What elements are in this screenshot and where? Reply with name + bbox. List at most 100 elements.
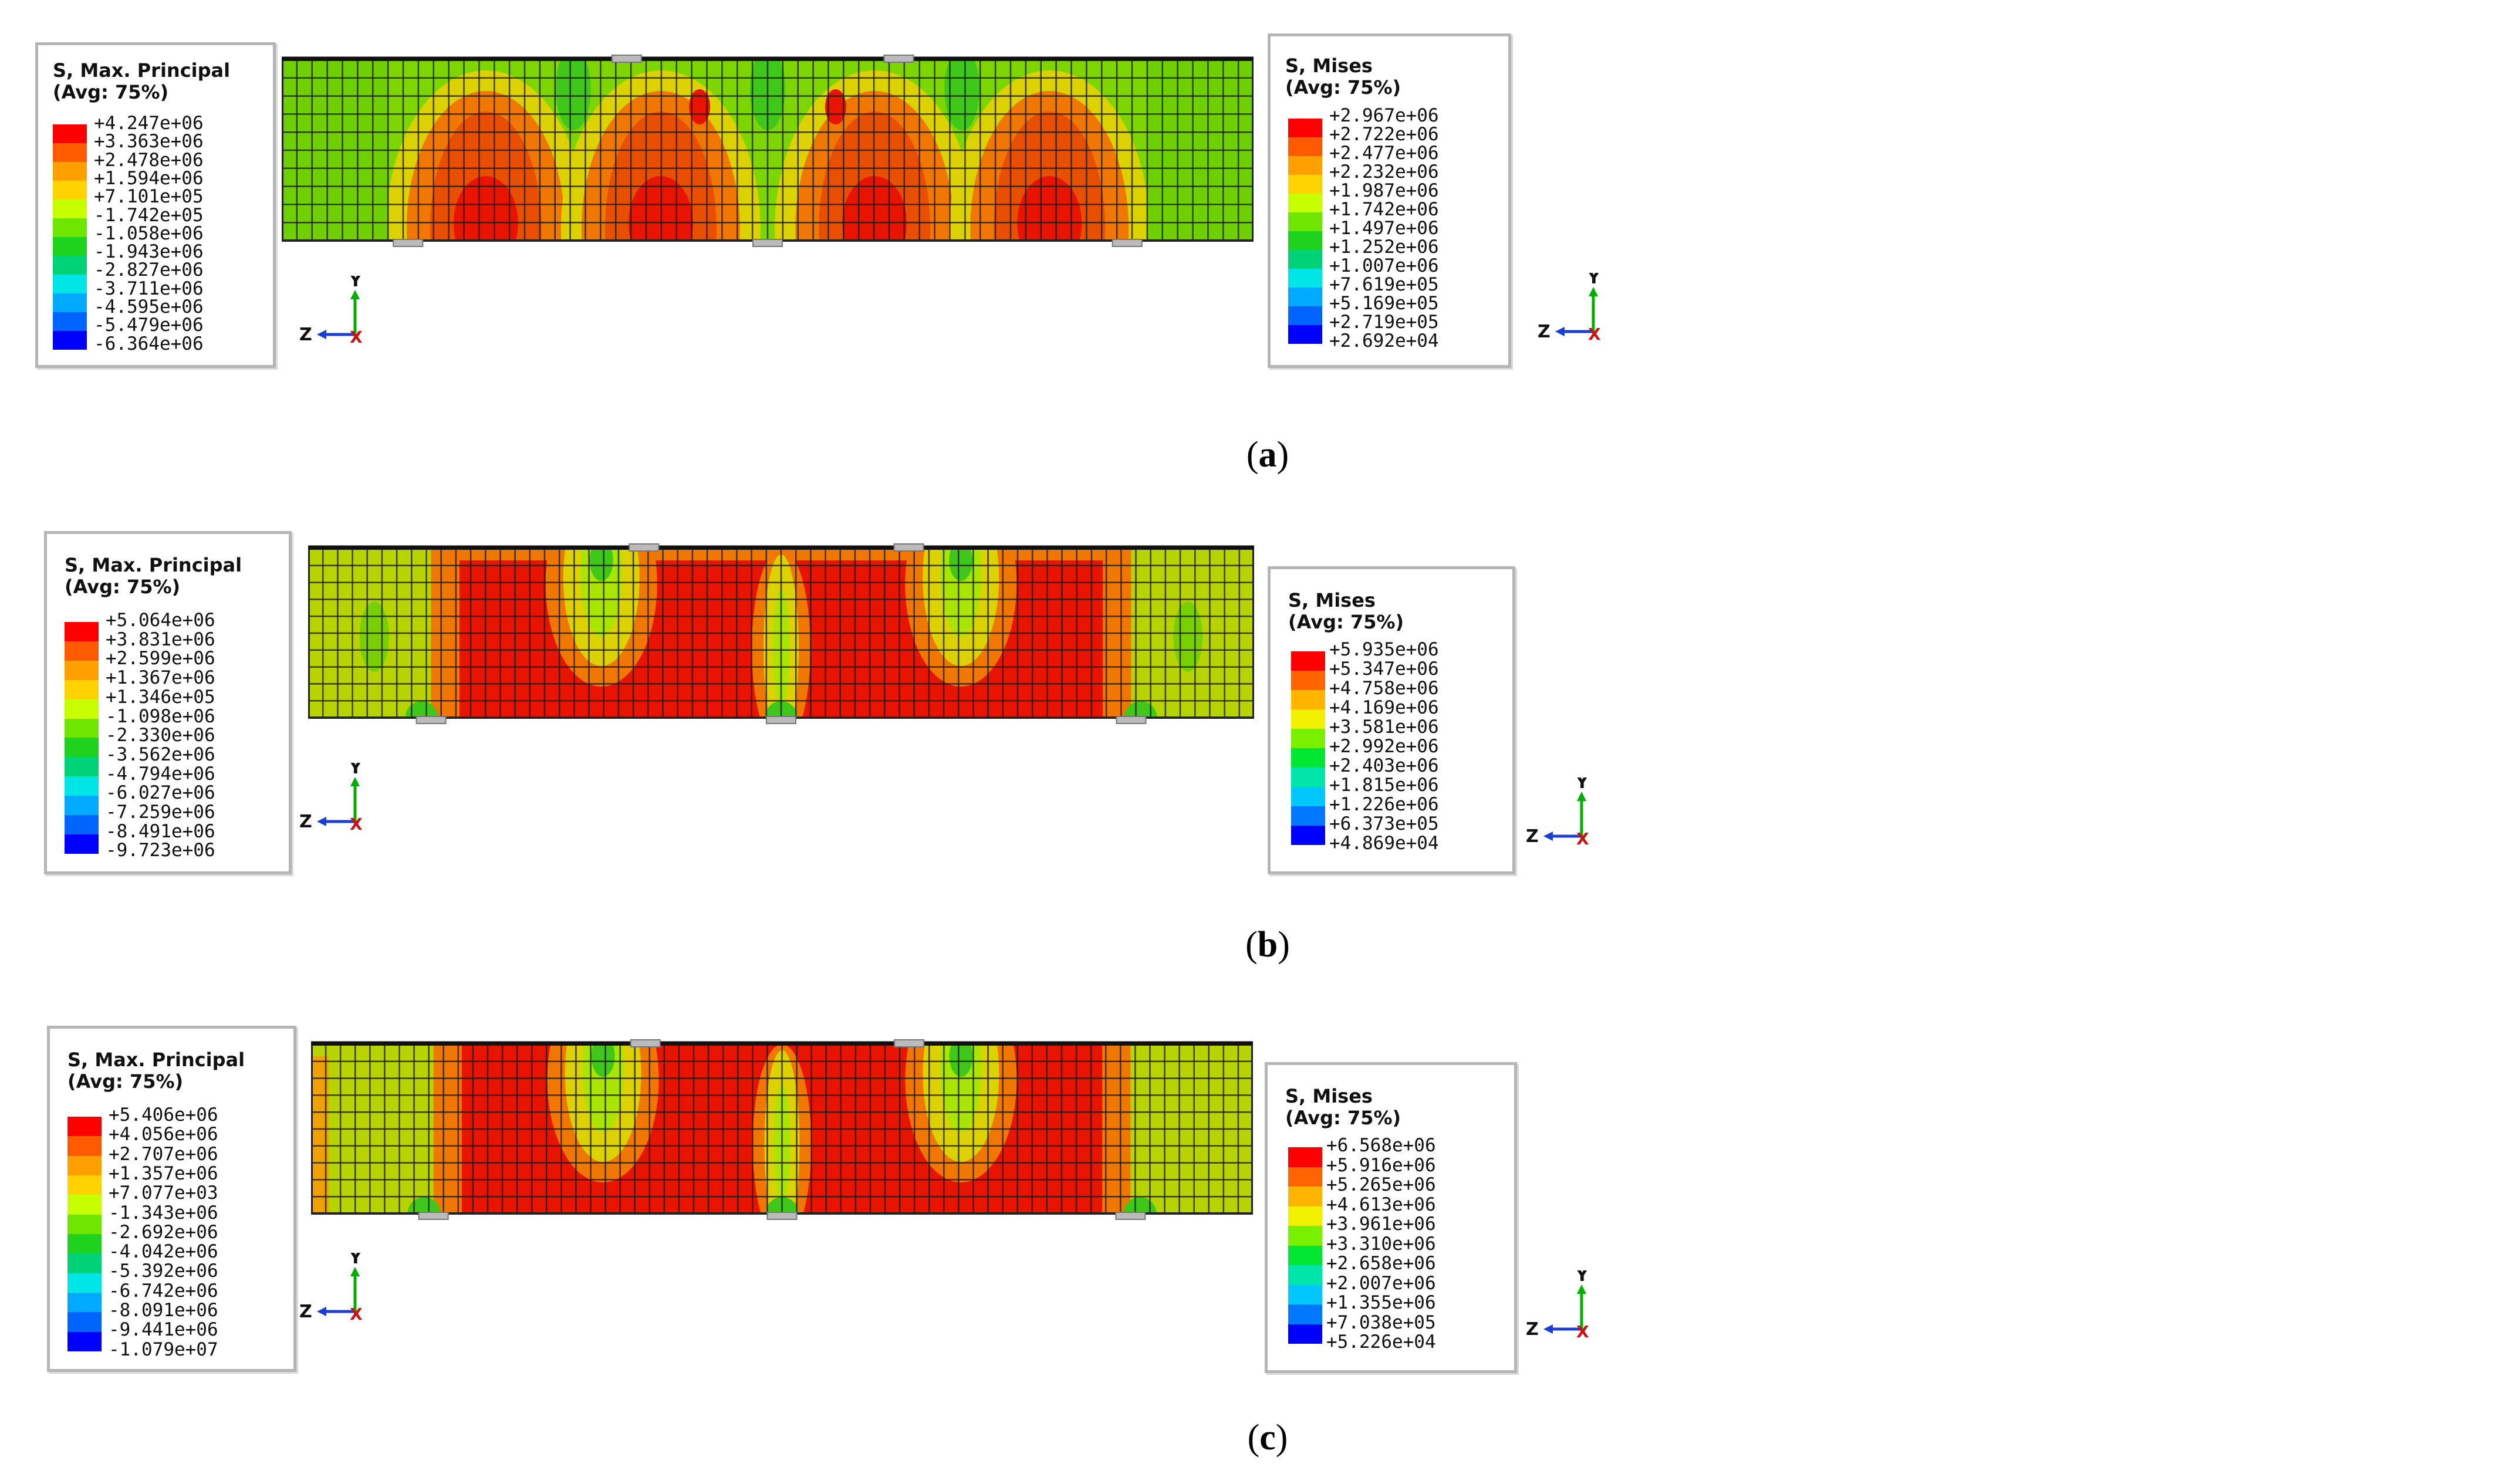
color-scale (65, 622, 99, 854)
color-scale (53, 124, 87, 350)
x-axis-label: X (350, 1304, 363, 1324)
legend-value: -1.742e+05 (94, 204, 204, 226)
legend-value: +1.815e+06 (1329, 775, 1439, 796)
legend-swatch (1291, 826, 1325, 845)
legend-swatch (1291, 748, 1325, 768)
legend-swatch (67, 1233, 102, 1254)
legend-value: -9.723e+06 (106, 840, 215, 861)
load-plate (883, 55, 914, 63)
legend-swatch (65, 641, 99, 661)
legend-swatch (67, 1195, 102, 1215)
legend-value: -2.692e+06 (109, 1221, 218, 1243)
legend-value: -1.098e+06 (106, 705, 215, 727)
legend-swatch (1288, 250, 1322, 269)
color-scale (1288, 119, 1322, 344)
legend-value: +1.497e+06 (1329, 218, 1439, 239)
legend-value: +1.355e+06 (1326, 1292, 1436, 1313)
x-axis-label: X (1588, 324, 1601, 344)
support-plate (1116, 716, 1147, 724)
legend-value: -8.091e+06 (109, 1300, 218, 1321)
legend-swatch (67, 1117, 102, 1137)
legend-value: +1.007e+06 (1329, 255, 1439, 276)
beam-contour-max-principal (308, 543, 1254, 724)
x-axis-label: X (350, 327, 363, 347)
legend-subtitle: (Avg: 75%) (1285, 76, 1401, 99)
legend-value: +1.367e+06 (106, 667, 215, 689)
legend-swatch (1288, 1324, 1322, 1344)
max-principal-legend: S, Max. Principal (Avg: 75%) +5.406e+06 +… (47, 1026, 296, 1372)
legend-value: +1.357e+06 (109, 1162, 218, 1184)
color-scale (67, 1117, 102, 1351)
legend-swatch (1288, 231, 1322, 250)
legend-value: -1.079e+07 (109, 1338, 218, 1360)
legend-value: +6.568e+06 (1326, 1135, 1436, 1156)
legend-value: +2.722e+06 (1329, 124, 1439, 145)
max-principal-legend: S, Max. Principal (Avg: 75%) +5.064e+06 +… (44, 531, 292, 874)
support-plate (418, 1212, 449, 1220)
load-plate (629, 543, 660, 552)
beam-contour-max-principal (311, 1039, 1253, 1220)
legend-value: +2.007e+06 (1326, 1272, 1436, 1294)
legend-swatch (53, 162, 87, 181)
legend-value: +2.692e+04 (1329, 330, 1439, 351)
x-axis-label: X (350, 814, 363, 834)
legend-value: +6.373e+05 (1329, 813, 1439, 834)
legend-swatch (1288, 1167, 1322, 1186)
legend-value: +2.719e+05 (1329, 312, 1439, 333)
legend-value: -8.491e+06 (106, 820, 215, 842)
legend-title: S, Mises (1288, 589, 1376, 611)
legend-value: +7.619e+05 (1329, 274, 1439, 295)
legend-swatch (1288, 175, 1322, 194)
legend-swatch (53, 124, 87, 143)
legend-value: +2.992e+06 (1329, 736, 1439, 757)
legend-value: +5.226e+04 (1326, 1331, 1436, 1353)
legend-value: +1.594e+06 (94, 167, 204, 189)
legend-value: +2.658e+06 (1326, 1253, 1436, 1274)
x-axis-label: X (1576, 829, 1589, 849)
legend-swatch (53, 331, 87, 350)
caption-letter: a (1258, 435, 1277, 475)
legend-value: +1.742e+06 (1329, 199, 1439, 220)
legend-subtitle: (Avg: 75%) (1288, 611, 1404, 633)
legend-value: -3.711e+06 (94, 278, 204, 299)
legend-swatch (1291, 787, 1325, 806)
legend-swatch (1291, 806, 1325, 826)
legend-swatch (67, 1312, 102, 1332)
legend-subtitle: (Avg: 75%) (1285, 1107, 1401, 1129)
legend-swatch (1288, 194, 1322, 212)
z-axis-label: Z (299, 812, 312, 832)
legend-value: +2.599e+06 (106, 648, 215, 670)
legend-value: +3.310e+06 (1326, 1233, 1436, 1255)
legend-value: +2.707e+06 (109, 1143, 218, 1165)
legend-swatch (67, 1273, 102, 1293)
legend-title: S, Mises (1285, 55, 1373, 77)
support-plate (1112, 239, 1143, 247)
legend-value: +1.987e+06 (1329, 180, 1439, 201)
legend-swatch (1288, 1304, 1322, 1324)
color-scale (1288, 1147, 1322, 1344)
support-plate (752, 239, 783, 247)
legend-value: +5.916e+06 (1326, 1154, 1436, 1176)
legend-swatch (67, 1175, 102, 1195)
legend-value: +1.252e+06 (1329, 236, 1439, 258)
legend-swatch (1288, 1284, 1322, 1304)
legend-swatch (1288, 212, 1322, 231)
legend-value: +3.961e+06 (1326, 1213, 1436, 1235)
legend-swatch (1288, 1206, 1322, 1226)
legend-swatch (1288, 1265, 1322, 1285)
legend-swatch (65, 796, 99, 816)
legend-title: S, Max. Principal (67, 1049, 245, 1071)
legend-value: +5.265e+06 (1326, 1174, 1436, 1195)
legend-value: -3.562e+06 (106, 743, 215, 765)
legend-value: +7.077e+03 (109, 1182, 218, 1204)
panel-b: S, Max. Principal (Avg: 75%) +5.064e+06 +… (0, 0, 2510, 965)
legend-value: +4.869e+04 (1329, 833, 1439, 854)
legend-swatch (53, 293, 87, 312)
legend-swatch (1288, 288, 1322, 306)
legend-value: -1.058e+06 (94, 222, 204, 244)
legend-value: +2.967e+06 (1329, 105, 1439, 126)
